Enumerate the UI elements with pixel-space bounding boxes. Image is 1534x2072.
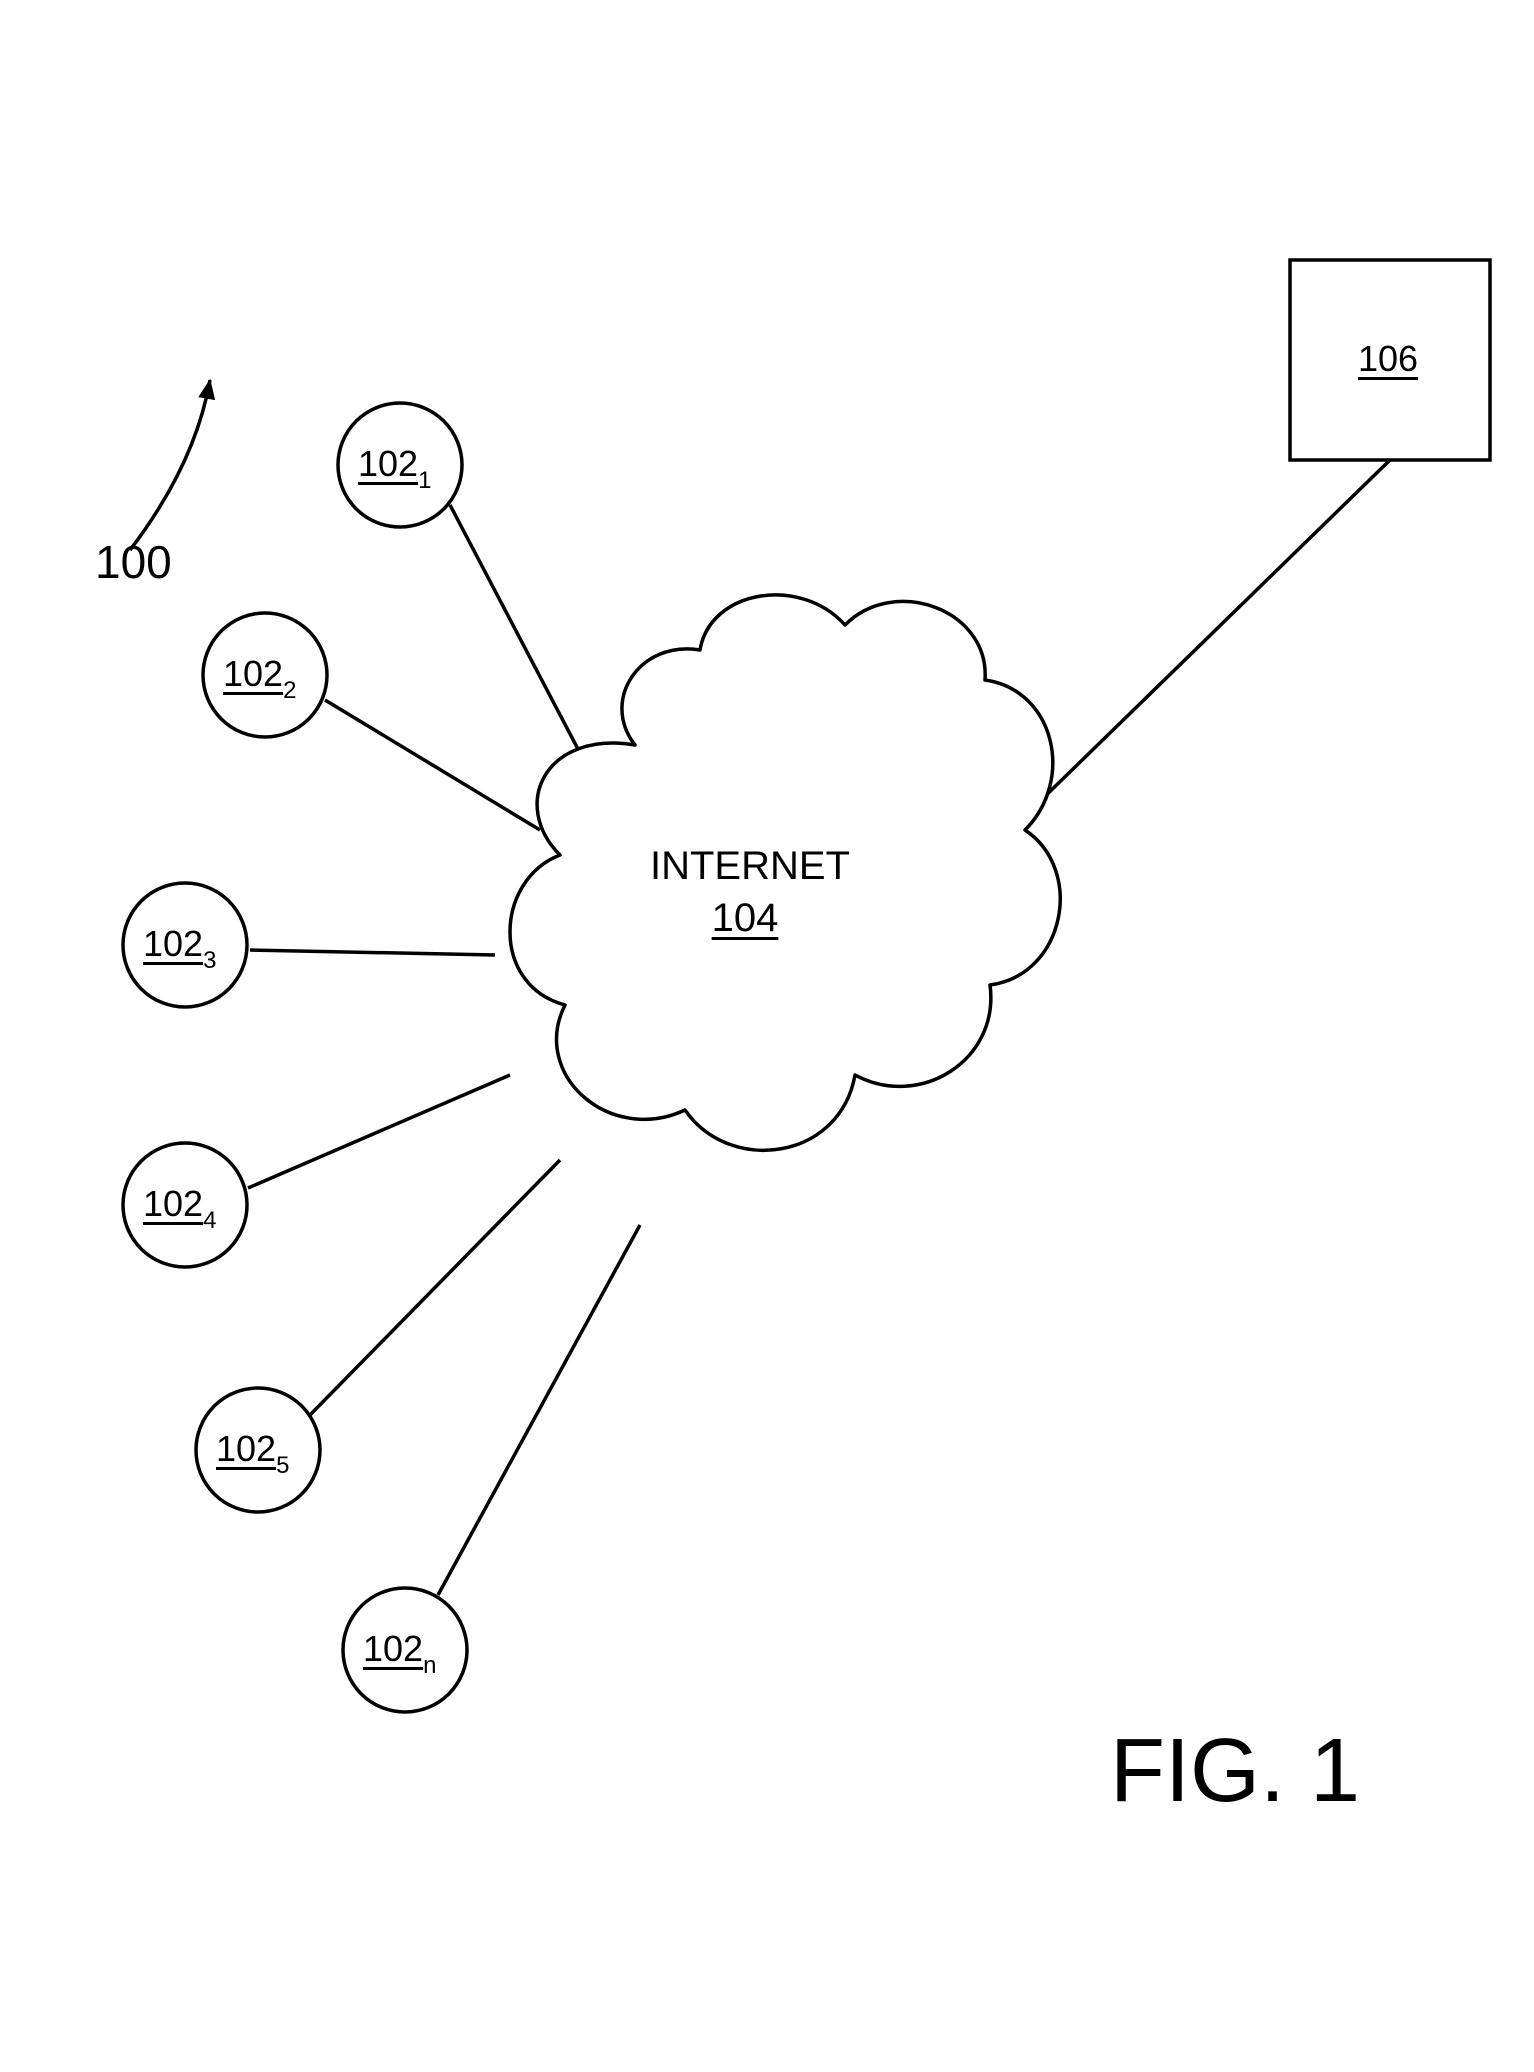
client-label-sub: n: [423, 1652, 436, 1679]
client-label-sub: 5: [276, 1452, 289, 1479]
client-node-label: 1022: [223, 653, 296, 701]
figure-label-text: FIG. 1: [1110, 1721, 1360, 1821]
client-label-base: 102: [358, 443, 418, 484]
client-label-sub: 2: [283, 677, 296, 704]
client-node-label: 1024: [143, 1183, 216, 1231]
client-node-label: 1021: [358, 443, 431, 491]
client-node-label: 102n: [363, 1628, 436, 1676]
client-label-base: 102: [143, 923, 203, 964]
figure-label: FIG. 1: [1110, 1720, 1360, 1823]
client-label-sub: 3: [203, 947, 216, 974]
client-label-base: 102: [143, 1183, 203, 1224]
server-label: 106: [1358, 338, 1418, 380]
client-node-label: 1023: [143, 923, 216, 971]
client-label-base: 102: [363, 1628, 423, 1669]
cloud-label-top: INTERNET: [650, 840, 840, 892]
client-node-label: 1025: [216, 1428, 289, 1476]
server-label-text: 106: [1358, 338, 1418, 379]
client-label-base: 102: [223, 653, 283, 694]
client-label-base: 102: [216, 1428, 276, 1469]
ref-number-text: 100: [95, 536, 172, 588]
cloud-label-bottom: 104: [712, 896, 779, 940]
client-label-sub: 1: [418, 467, 431, 494]
diagram-ref-number: 100: [95, 535, 172, 589]
diagram-page: 100 INTERNET 104 106 1021102210231024102…: [0, 0, 1534, 2072]
client-label-sub: 4: [203, 1207, 216, 1234]
cloud-label: INTERNET 104: [650, 840, 840, 944]
